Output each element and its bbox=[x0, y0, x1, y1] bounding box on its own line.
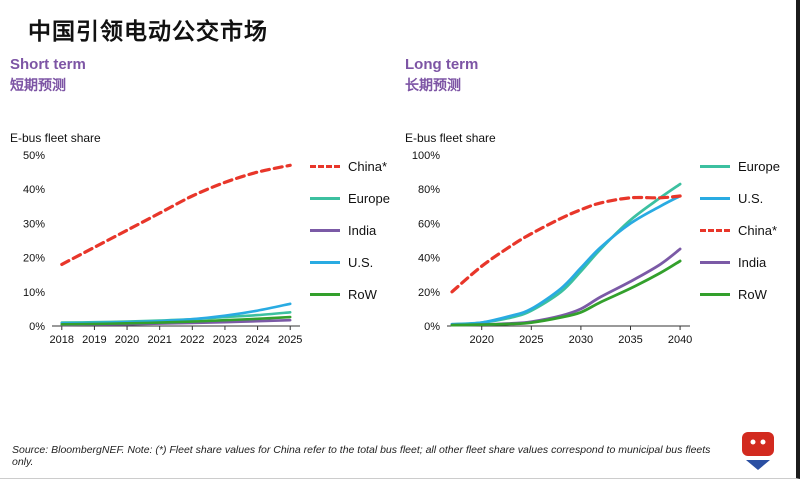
long-term-chart-block: Long term 长期预测 E-bus fleet share 0% 20% 40… bbox=[405, 56, 790, 352]
y-tick-label: 60% bbox=[418, 218, 440, 230]
short-term-chart-area: 0% 10% 20% 30% 40% 50% 2018 2019 2020 2021 2022 202… bbox=[10, 147, 405, 352]
x-tick-label: 2025 bbox=[278, 334, 302, 346]
short-term-heading-zh: 短期预测 bbox=[10, 77, 66, 93]
legend-swatch bbox=[700, 261, 730, 264]
x-tick-label: 2022 bbox=[180, 334, 204, 346]
legend-label: U.S. bbox=[738, 191, 764, 206]
x-tick-label: 2018 bbox=[50, 334, 74, 346]
legend-swatch bbox=[310, 165, 340, 168]
long-term-axis-title: E-bus fleet share bbox=[405, 131, 496, 145]
y-tick-label: 80% bbox=[418, 184, 440, 196]
legend-item-india: India bbox=[310, 223, 390, 238]
x-tick-label: 2021 bbox=[147, 334, 171, 346]
legend-label: RoW bbox=[738, 287, 767, 302]
legend-label: India bbox=[738, 255, 767, 270]
legend-swatch bbox=[310, 293, 340, 296]
series-line-china bbox=[450, 194, 682, 294]
series-line-china bbox=[60, 163, 292, 266]
series-line-row bbox=[60, 315, 292, 326]
y-tick-label: 40% bbox=[23, 184, 45, 196]
series-line-us bbox=[450, 194, 682, 326]
y-tick-label: 0% bbox=[29, 321, 45, 333]
long-term-heading-zh: 长期预测 bbox=[405, 77, 461, 93]
legend-label: RoW bbox=[348, 287, 377, 302]
x-tick-label: 2019 bbox=[82, 334, 106, 346]
y-tick-label: 20% bbox=[418, 287, 440, 299]
source-note: Source: BloombergNEF. Note: (*) Fleet sh… bbox=[12, 444, 711, 468]
legend-item-europe: Europe bbox=[310, 191, 390, 206]
brand-logo-icon bbox=[742, 432, 774, 470]
short-term-legend: China* Europe India U.S. RoW bbox=[310, 147, 390, 302]
long-term-heading-en: Long term bbox=[405, 56, 479, 73]
legend-item-china: China* bbox=[310, 159, 390, 174]
legend-swatch bbox=[700, 165, 730, 168]
legend-label: China* bbox=[348, 159, 388, 174]
legend-item-row: RoW bbox=[310, 287, 390, 302]
long-term-chart: 0% 20% 40% 60% 80% 100% 2020 2025 2030 2035 2040 bbox=[412, 150, 692, 346]
x-tick-label: 2020 bbox=[115, 334, 139, 346]
legend-swatch bbox=[700, 293, 730, 296]
legend-item-india: India bbox=[700, 255, 780, 270]
short-term-heading-en: Short term bbox=[10, 56, 86, 73]
page-title: 中国引领电动公交市场 bbox=[28, 18, 268, 44]
x-tick-label: 2023 bbox=[213, 334, 237, 346]
legend-item-row: RoW bbox=[700, 287, 780, 302]
legend-swatch bbox=[700, 197, 730, 200]
legend-item-us: U.S. bbox=[310, 255, 390, 270]
legend-swatch bbox=[310, 197, 340, 200]
legend-item-us: U.S. bbox=[700, 191, 780, 206]
series-line-europe bbox=[450, 182, 682, 326]
series-line-row bbox=[450, 259, 682, 327]
x-tick-label: 2025 bbox=[519, 334, 543, 346]
long-term-legend: Europe U.S. China* India RoW bbox=[700, 147, 780, 302]
legend-swatch bbox=[310, 229, 340, 232]
x-tick-label: 2040 bbox=[668, 334, 692, 346]
legend-label: Europe bbox=[348, 191, 390, 206]
legend-item-china: China* bbox=[700, 223, 780, 238]
short-term-axis-title: E-bus fleet share bbox=[10, 131, 101, 145]
charts-row: Short term 短期预测 E-bus fleet share 0% 10% 2… bbox=[0, 56, 796, 352]
legend-swatch bbox=[310, 261, 340, 264]
short-term-chart-block: Short term 短期预测 E-bus fleet share 0% 10% 2… bbox=[10, 56, 405, 352]
legend-swatch bbox=[700, 229, 730, 232]
legend-label: U.S. bbox=[348, 255, 374, 270]
x-tick-label: 2020 bbox=[469, 334, 493, 346]
y-tick-label: 10% bbox=[23, 287, 45, 299]
legend-label: Europe bbox=[738, 159, 780, 174]
long-term-chart-area: 0% 20% 40% 60% 80% 100% 2020 2025 2030 2035 2040 E… bbox=[405, 147, 790, 352]
legend-item-europe: Europe bbox=[700, 159, 780, 174]
short-term-chart: 0% 10% 20% 30% 40% 50% 2018 2019 2020 2021 2022 202… bbox=[23, 150, 302, 346]
legend-label: China* bbox=[738, 223, 778, 238]
y-tick-label: 50% bbox=[23, 150, 45, 162]
x-tick-label: 2035 bbox=[618, 334, 642, 346]
legend-label: India bbox=[348, 223, 377, 238]
x-tick-label: 2024 bbox=[245, 334, 269, 346]
y-tick-label: 0% bbox=[424, 321, 440, 333]
y-tick-label: 100% bbox=[412, 150, 440, 162]
y-tick-label: 20% bbox=[23, 253, 45, 265]
y-tick-label: 30% bbox=[23, 218, 45, 230]
y-tick-label: 40% bbox=[418, 253, 440, 265]
x-tick-label: 2030 bbox=[569, 334, 593, 346]
